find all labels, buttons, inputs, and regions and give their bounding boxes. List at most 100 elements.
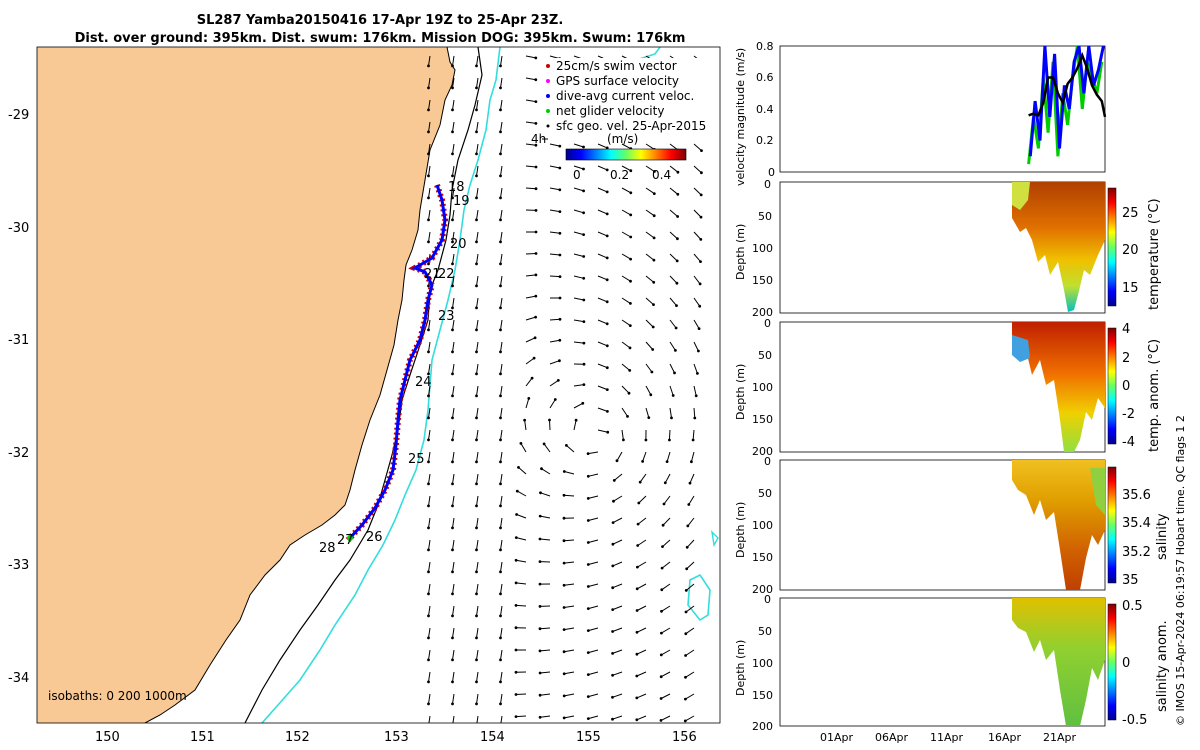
velocity-vector — [539, 627, 551, 630]
velocity-vector — [500, 209, 503, 220]
velocity-vector-head — [427, 416, 430, 420]
velocity-vector — [621, 407, 628, 417]
velocity-vector — [612, 627, 623, 632]
velocity-vector — [452, 429, 455, 440]
velocity-vector-head — [475, 108, 478, 112]
velocity-vector — [636, 693, 647, 699]
velocity-vector — [588, 495, 599, 499]
velocity-vector — [566, 445, 575, 453]
velocity-vector — [662, 539, 671, 547]
velocity-vector-head — [674, 349, 677, 352]
velocity-vector — [452, 231, 455, 242]
velocity-vector — [612, 715, 623, 720]
velocity-vector-head — [451, 614, 454, 618]
velocity-vector — [645, 407, 650, 418]
velocity-vector-head — [586, 673, 590, 676]
velocity-vector — [668, 429, 671, 441]
velocity-vector-head — [558, 317, 562, 321]
section-panels: 0 50 100 150 200 Depth (m) 25 20 15 temp… — [734, 178, 1170, 744]
velocity-vector-head — [611, 695, 614, 699]
velocity-vector — [613, 495, 623, 502]
velocity-vector-head — [538, 582, 542, 586]
velocity-vector — [685, 605, 695, 613]
velocity-vector-head — [475, 482, 478, 486]
velocity-vector — [660, 693, 671, 699]
velocity-vector-head — [641, 460, 644, 463]
velocity-vector — [636, 627, 647, 633]
velocity-vector-head — [675, 259, 679, 263]
velocity-vector-head — [499, 328, 502, 332]
velocity-vector-head — [562, 606, 566, 609]
velocity-vector-head — [548, 418, 551, 422]
tanom-cb-tick: 2 — [1122, 351, 1130, 366]
velocity-vector — [540, 492, 551, 497]
velocity-vector-head — [615, 459, 619, 463]
velocity-vector — [500, 77, 503, 88]
velocity-vector-head — [649, 393, 653, 397]
depth-tick: 200 — [752, 306, 773, 319]
velocity-vector-head — [582, 189, 585, 193]
velocity-vector — [573, 402, 584, 409]
velocity-vector-head — [451, 86, 454, 90]
velocity-vector-head — [427, 680, 430, 684]
velocity-vector-head — [697, 349, 700, 353]
depth-tick: 50 — [758, 349, 772, 362]
velocity-vector-head — [581, 401, 585, 405]
lat-tick: -30 — [8, 221, 29, 236]
velocity-vector — [517, 490, 527, 497]
velocity-vector-head — [475, 174, 478, 178]
velocity-vector-head — [534, 78, 538, 82]
velocity-vector-head — [671, 394, 675, 397]
velocity-vector — [476, 253, 479, 264]
velocity-vector-head — [676, 170, 680, 174]
velocity-vector — [612, 583, 623, 589]
velocity-vector — [428, 187, 431, 198]
velocity-vector-head — [635, 609, 639, 612]
velocity-vector — [661, 649, 671, 656]
temp-anom-panel: 0 50 100 150 200 Depth (m) 4 2 0 -2 -4 t… — [734, 317, 1162, 458]
velocity-vector — [428, 539, 431, 550]
velocity-vector-head — [451, 350, 454, 354]
velocity-vector-head — [697, 327, 701, 330]
sal-cb-tick: 35 — [1122, 573, 1139, 588]
velocity-vector-head — [663, 481, 667, 485]
salinity-panel: 0 50 100 150 200 Depth (m) 35.6 35.4 35.… — [734, 455, 1170, 596]
velocity-vector-head — [626, 415, 629, 418]
sal-cb-tick: 35.4 — [1122, 516, 1151, 531]
velocity-vector — [549, 209, 560, 213]
velocity-vector — [500, 671, 503, 682]
depth-tick: 200 — [752, 445, 773, 458]
depth-tick: 150 — [752, 689, 773, 702]
velocity-vector — [685, 627, 695, 635]
time-tick: 21Apr — [1043, 731, 1077, 744]
velocity-vector-head — [628, 346, 632, 350]
velocity-vector — [428, 99, 431, 110]
velocity-vector-head — [451, 702, 454, 706]
velocity-vector — [428, 473, 431, 484]
velocity-vector — [597, 253, 608, 259]
velocity-vector — [500, 429, 503, 440]
legend-entry-dive: dive-avg current veloc. — [556, 89, 694, 103]
velocity-vector-head — [611, 673, 614, 677]
velocity-vector-head — [660, 566, 664, 570]
legend-marker — [546, 79, 550, 83]
velocity-vector-head — [582, 211, 585, 215]
velocity-vector — [500, 55, 503, 66]
velocity-vector-head — [629, 279, 632, 283]
velocity-vector-head — [427, 174, 430, 178]
velocity-vector — [661, 561, 671, 569]
velocity-vector — [500, 605, 503, 616]
velocity-vector — [500, 297, 503, 308]
velocity-vector-head — [499, 416, 502, 420]
velocity-vector-head — [451, 108, 454, 112]
coastline — [144, 47, 456, 723]
velocity-vector — [540, 515, 551, 519]
sanom-cb-tick: 0 — [1122, 656, 1130, 671]
velocity-vector-head — [699, 193, 703, 197]
land-mass — [37, 47, 455, 723]
velocity-vector-head — [647, 416, 651, 419]
legend-background — [540, 58, 710, 138]
velocity-vector — [452, 187, 455, 198]
depth-tick: 0 — [764, 317, 771, 330]
lon-tick: 154 — [480, 730, 505, 745]
